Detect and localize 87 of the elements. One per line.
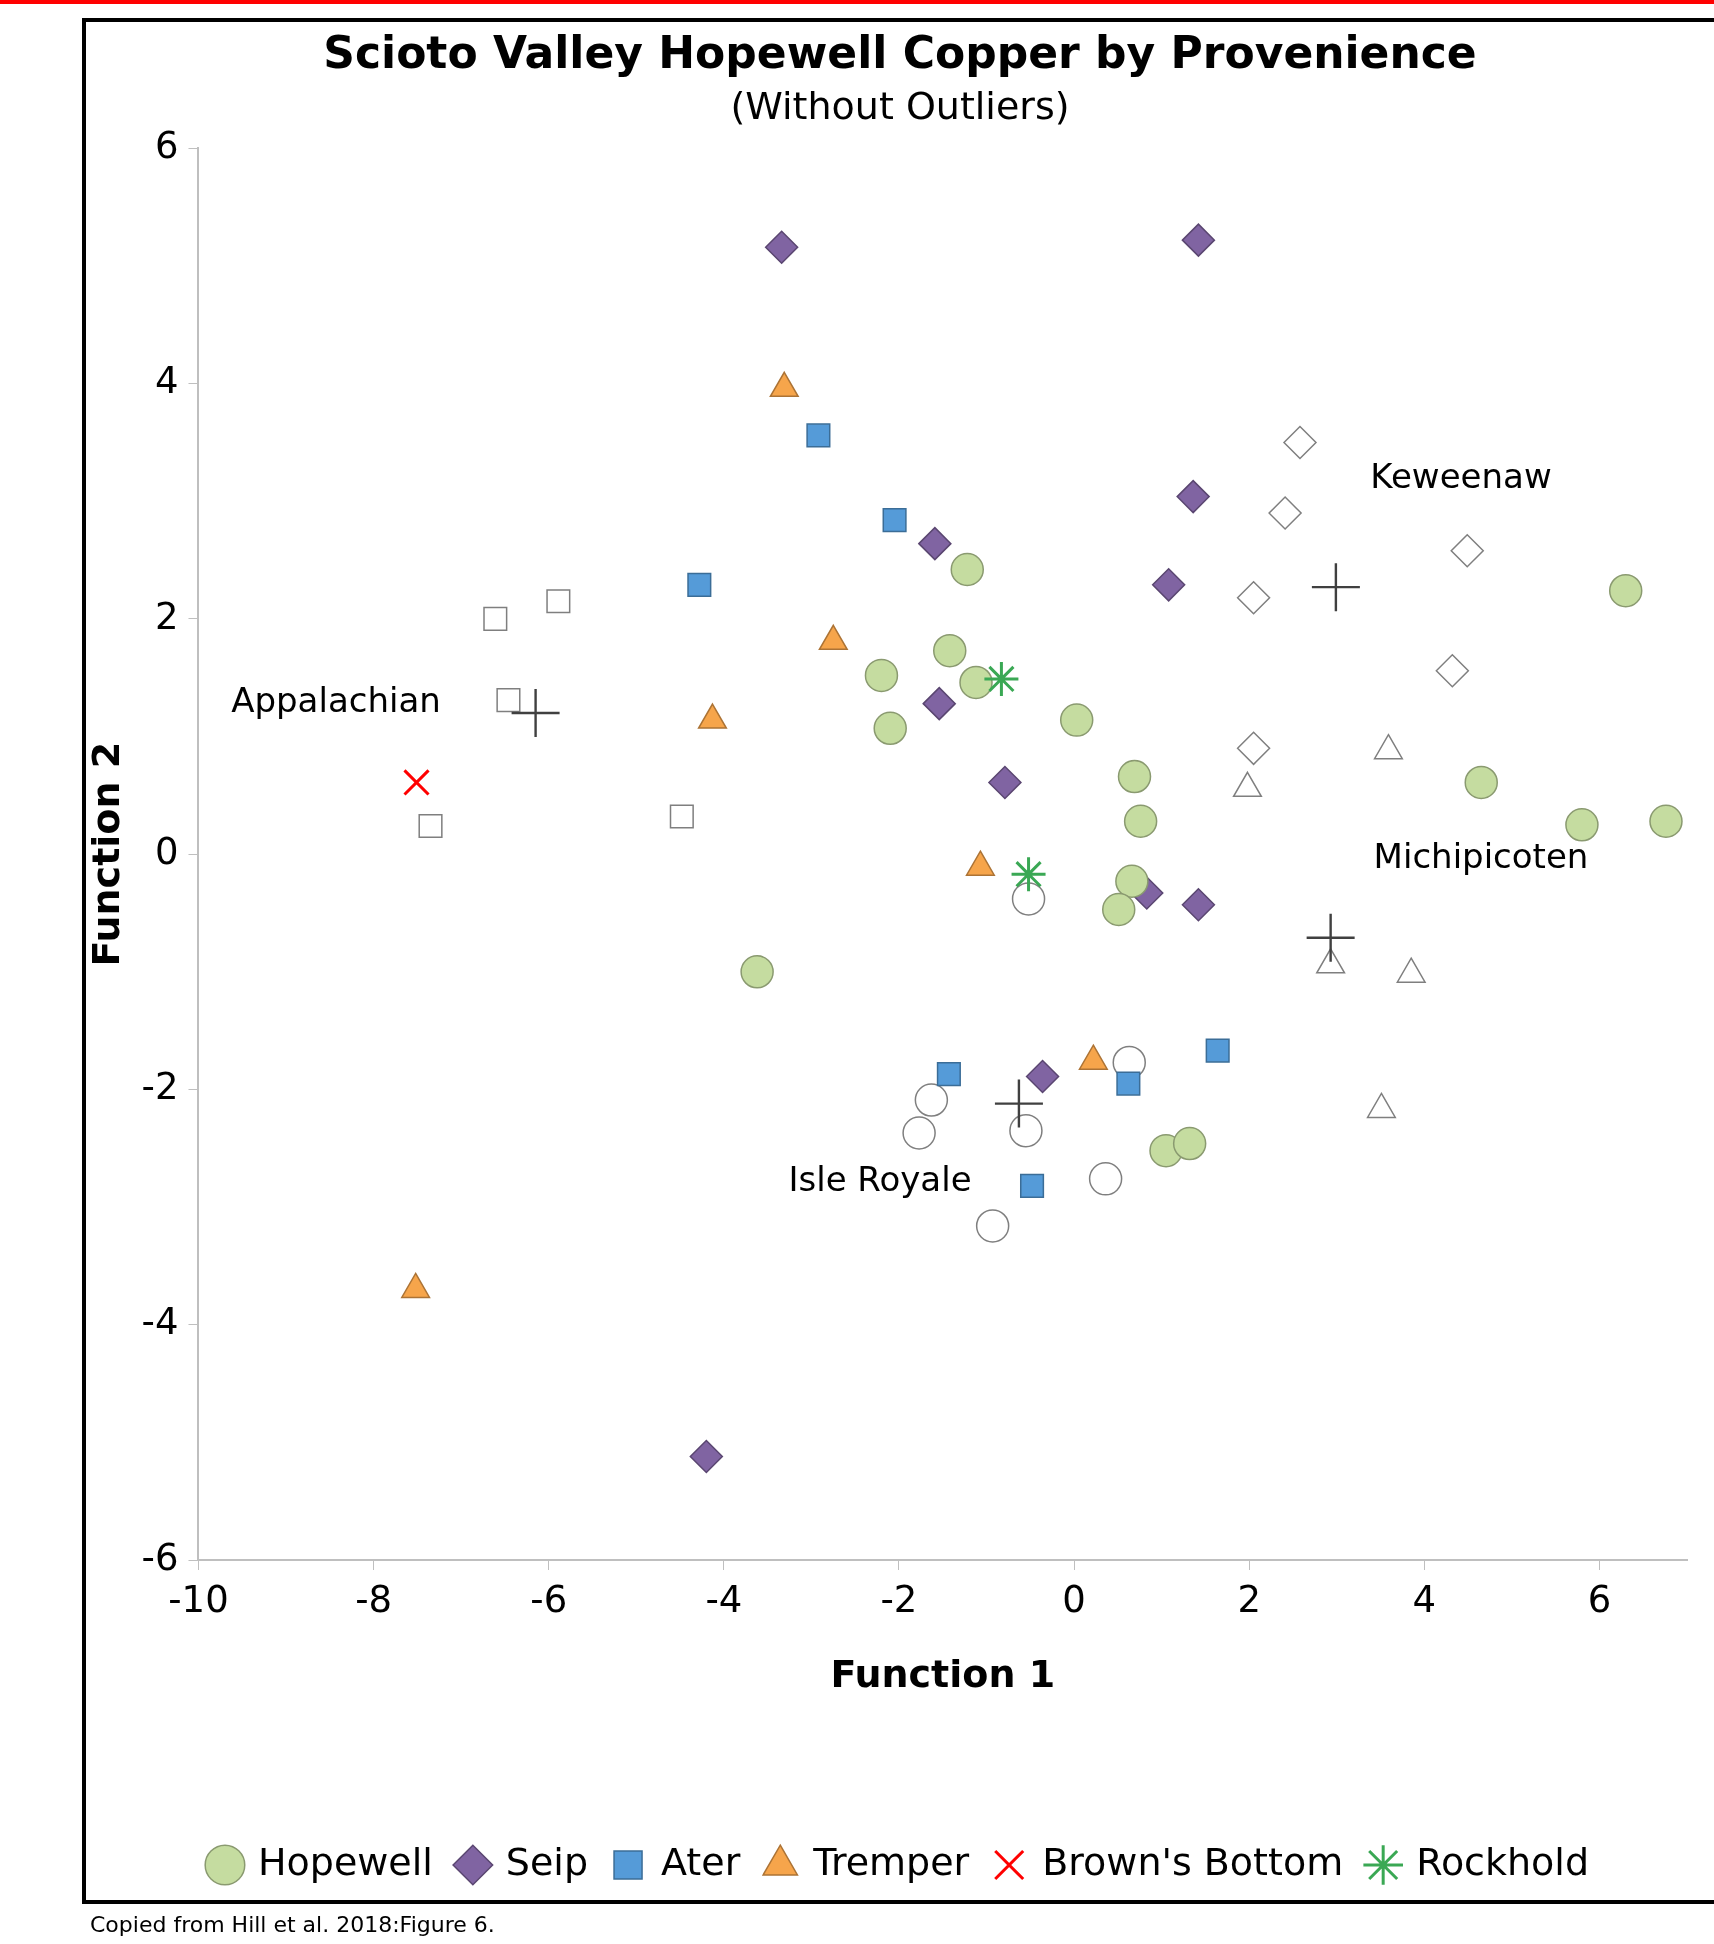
point — [864, 658, 899, 693]
point — [1181, 888, 1216, 922]
point — [483, 606, 508, 631]
point — [1565, 808, 1599, 842]
point — [994, 1079, 1043, 1128]
point — [1011, 857, 1046, 892]
chart-subtitle: (Without Outliers) — [730, 84, 1070, 129]
annotation: Isle Royale — [788, 1158, 972, 1199]
x-tick-label: 2 — [1237, 1577, 1261, 1621]
point — [1435, 653, 1470, 688]
point — [936, 1062, 961, 1087]
x-tick-label: -4 — [705, 1577, 743, 1621]
point — [546, 589, 571, 614]
x-axis-title: Function 1 — [830, 1652, 1056, 1697]
y-tick-label: 2 — [154, 594, 179, 638]
point — [918, 526, 952, 561]
point — [984, 661, 1019, 696]
annotation: Appalachian — [231, 679, 441, 720]
y-tick-label: 4 — [154, 359, 179, 403]
point — [1101, 892, 1136, 927]
x-tick-label: -10 — [168, 1577, 229, 1621]
legend-label: Brown's Bottom — [1042, 1839, 1344, 1884]
point — [689, 1439, 724, 1474]
point — [988, 765, 1022, 800]
legend-label: Ater — [661, 1839, 741, 1884]
point — [496, 688, 521, 713]
point — [1025, 1059, 1060, 1094]
point — [1059, 703, 1094, 737]
chart-title: Scioto Valley Hopewell Copper by Provenience — [323, 26, 1477, 78]
point — [1181, 223, 1216, 257]
point — [1011, 882, 1046, 916]
point — [914, 1083, 949, 1117]
point — [1205, 1038, 1230, 1063]
point — [418, 813, 443, 839]
point — [1019, 1173, 1045, 1198]
point — [1172, 1126, 1207, 1161]
point — [902, 1116, 936, 1150]
point — [687, 572, 712, 597]
point — [1088, 1162, 1123, 1196]
x-tick-label: -6 — [530, 1577, 568, 1621]
point — [975, 1209, 1010, 1243]
point — [669, 804, 694, 829]
x-tick-label: 6 — [1587, 1577, 1612, 1621]
point — [1450, 533, 1484, 568]
y-tick-label: -4 — [141, 1300, 179, 1344]
point — [806, 423, 831, 448]
point — [1236, 731, 1271, 766]
point — [1464, 765, 1498, 800]
point — [1268, 496, 1302, 530]
point — [764, 230, 799, 264]
point — [1306, 913, 1355, 962]
x-tick-label: -8 — [355, 1577, 393, 1621]
y-tick-label: -6 — [141, 1535, 179, 1579]
point — [740, 955, 774, 989]
point — [1649, 804, 1683, 839]
x-tick-label: -2 — [880, 1577, 918, 1621]
point — [1151, 568, 1186, 602]
point — [1283, 425, 1317, 460]
y-tick-label: 6 — [154, 124, 179, 168]
point — [882, 508, 907, 533]
point — [959, 665, 993, 700]
legend-label: Seip — [505, 1839, 589, 1884]
point — [1009, 1113, 1043, 1148]
point — [1116, 1071, 1141, 1096]
legend-label: Tremper — [812, 1839, 970, 1884]
annotation: Keweenaw — [1370, 455, 1552, 496]
y-tick-label: -2 — [141, 1065, 179, 1109]
annotation: Michipicoten — [1373, 835, 1589, 876]
point — [922, 686, 956, 721]
point — [1608, 573, 1643, 608]
legend-label: Hopewell — [257, 1839, 433, 1884]
y-tick-label: 0 — [154, 829, 179, 873]
x-tick-label: 4 — [1412, 1577, 1437, 1621]
x-tick-label: 0 — [1062, 1577, 1086, 1621]
point — [1176, 479, 1210, 514]
point — [933, 633, 967, 668]
legend-label: Rockhold — [1416, 1839, 1590, 1884]
y-axis-title: Function 2 — [83, 741, 128, 967]
point — [402, 768, 431, 796]
point — [1236, 581, 1271, 615]
point — [950, 552, 985, 587]
point — [1115, 864, 1149, 899]
point — [1117, 759, 1152, 794]
point — [511, 689, 560, 738]
point — [1123, 804, 1158, 839]
text: Copied from Hill et al. 2018:Figure 6. — [90, 1912, 495, 1937]
point — [873, 711, 907, 746]
